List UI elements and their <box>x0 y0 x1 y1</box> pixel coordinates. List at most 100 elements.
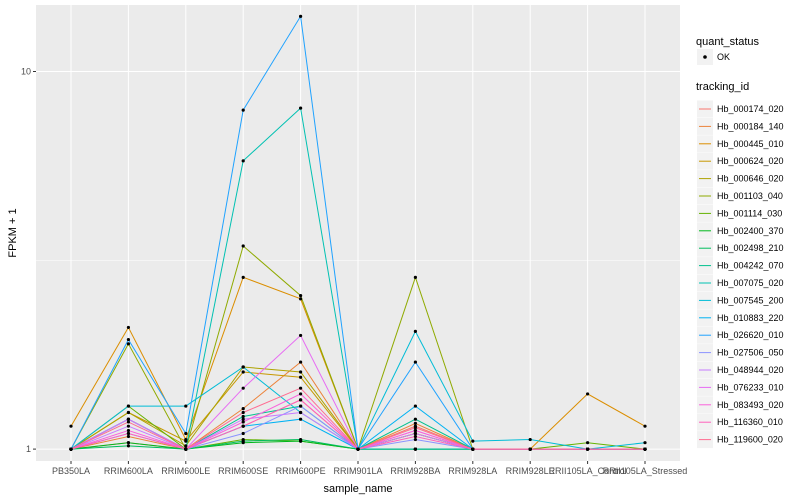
y-axis: 1 10 <box>21 66 36 454</box>
data-point-hb-001103-040 <box>299 293 303 298</box>
data-point-hb-076233-010 <box>299 333 303 338</box>
data-point-hb-116360-010 <box>299 398 303 402</box>
data-point-hb-002498-210 <box>241 439 245 443</box>
data-point-hb-027506-050 <box>299 404 303 408</box>
legend-label-hb-007545-200: Hb_007545_200 <box>717 295 784 305</box>
data-point-hb-000184-140 <box>126 434 130 439</box>
legend-label-hb-000184-140: Hb_000184_140 <box>717 121 784 131</box>
y-axis-title: FPKM + 1 <box>7 208 19 257</box>
data-point-hb-002498-210 <box>299 437 303 442</box>
data-point-hb-000646-020 <box>299 370 303 374</box>
x-axis-title: sample_name <box>323 483 392 495</box>
data-point-hb-026620-010 <box>299 14 303 18</box>
data-point-hb-007545-200 <box>184 404 188 408</box>
data-point-hb-026620-010 <box>184 431 188 436</box>
data-point-hb-001114-030 <box>586 441 590 445</box>
data-point-hb-119600-020 <box>356 447 360 451</box>
x-tick-label-rrim928ba: RRIM928BA <box>390 466 440 476</box>
legend-label-hb-004242-070: Hb_004242_070 <box>717 261 784 271</box>
data-point-hb-076233-010 <box>241 386 245 390</box>
data-point-hb-000445-010 <box>126 325 130 330</box>
data-point-hb-010883-220 <box>299 417 303 421</box>
data-point-hb-000184-140 <box>241 407 245 411</box>
data-point-hb-001103-040 <box>241 244 245 248</box>
legend-label-hb-001103-040: Hb_001103_040 <box>717 191 783 201</box>
x-tick-label-rrim901la: RRIM901LA <box>333 466 382 476</box>
data-point-hb-004242-070 <box>413 417 417 421</box>
data-point-hb-076233-010 <box>126 417 130 421</box>
x-tick-label-rrim600la: RRIM600LA <box>104 466 153 476</box>
legend-label-hb-000445-010: Hb_000445_010 <box>717 139 784 149</box>
data-point-hb-083493-020 <box>299 392 303 396</box>
data-point-hb-048944-020 <box>413 431 417 436</box>
data-point-hb-001103-040 <box>126 342 130 346</box>
data-point-hb-119600-020 <box>299 386 303 390</box>
data-point-hb-048944-020 <box>241 417 245 421</box>
data-point-hb-119600-020 <box>241 410 245 415</box>
data-point-hb-000624-020 <box>299 375 303 379</box>
data-point-hb-004242-070 <box>241 414 245 419</box>
data-point-hb-119600-020 <box>643 447 647 451</box>
data-point-hb-119600-020 <box>528 447 532 451</box>
legend-label-hb-007075-020: Hb_007075_020 <box>717 278 784 288</box>
data-point-hb-083493-020 <box>241 420 245 424</box>
data-point-hb-007075-020 <box>299 106 303 110</box>
legend-label-hb-000174-020: Hb_000174_020 <box>717 104 784 114</box>
data-point-hb-007075-020 <box>413 447 417 451</box>
x-tick-label-rrim600se: RRIM600SE <box>218 466 268 476</box>
data-point-hb-002498-210 <box>126 444 130 448</box>
legend-label-hb-116360-010: Hb_116360_010 <box>717 417 783 427</box>
legend-label-hb-000624-020: Hb_000624_020 <box>717 156 784 166</box>
data-point-hb-048944-020 <box>126 424 130 428</box>
data-point-hb-119600-020 <box>586 447 590 451</box>
legend-point-ok <box>703 55 707 59</box>
data-point-hb-000646-020 <box>126 410 130 415</box>
data-point-hb-116360-010 <box>126 431 130 436</box>
data-point-hb-119600-020 <box>413 426 417 430</box>
legend-label-hb-048944-020: Hb_048944_020 <box>717 365 784 375</box>
legend-label-hb-083493-020: Hb_083493_020 <box>717 400 784 410</box>
legend-label-hb-076233-010: Hb_076233_010 <box>717 382 784 392</box>
y-tick-label: 1 <box>26 444 31 454</box>
data-point-hb-002400-370 <box>126 441 130 445</box>
data-point-hb-000445-010 <box>241 275 245 279</box>
legend-label-hb-002400-370: Hb_002400_370 <box>717 226 784 236</box>
data-point-hb-119600-020 <box>184 447 188 451</box>
legend-label-hb-001114-030: Hb_001114_030 <box>717 208 782 218</box>
x-axis: PB350LA RRIM600LA RRIM600LE RRIM600SE RRIM60… <box>52 461 687 476</box>
data-point-hb-010883-220 <box>413 404 417 408</box>
data-point-hb-000624-020 <box>184 439 188 443</box>
data-point-hb-026620-010 <box>126 337 130 342</box>
data-point-hb-007545-200 <box>126 404 130 408</box>
legend-label-hb-027506-050: Hb_027506_050 <box>717 348 784 358</box>
data-point-hb-007075-020 <box>241 159 245 163</box>
x-tick-label-rrim600le: RRIM600LE <box>161 466 210 476</box>
data-point-hb-007545-200 <box>643 441 647 445</box>
data-point-hb-001103-040 <box>413 275 417 279</box>
data-point-hb-007545-200 <box>413 329 417 333</box>
data-point-hb-000184-140 <box>413 421 417 425</box>
x-tick-label-rrii105la-stressed: RRII105LA_Stressed <box>603 466 688 476</box>
legend-label-hb-026620-010: Hb_026620_010 <box>717 330 784 340</box>
data-point-hb-000445-010 <box>586 392 590 396</box>
legend-label-hb-000646-020: Hb_000646_020 <box>717 174 784 184</box>
data-point-hb-119600-020 <box>126 420 130 424</box>
data-point-hb-119600-020 <box>471 447 475 451</box>
data-point-hb-000646-020 <box>184 444 188 448</box>
x-tick-label-rrim928le: RRIM928LE <box>506 466 555 476</box>
data-point-hb-000445-010 <box>299 297 303 301</box>
x-tick-label-rrim600pe: RRIM600PE <box>276 466 326 476</box>
legend-label-hb-119600-020: Hb_119600_020 <box>717 435 783 445</box>
x-tick-label-rrii105la-control: RRII105LA_Control <box>549 466 627 476</box>
legend: quant_status tracking_id OK Hb_000174_020… <box>696 36 784 449</box>
data-point-hb-083493-020 <box>126 428 130 433</box>
series-points <box>69 14 647 451</box>
data-point-hb-116360-010 <box>241 424 245 428</box>
legend-title-quant-status: quant_status <box>696 36 759 48</box>
data-point-hb-027506-050 <box>413 437 417 442</box>
data-point-hb-000184-140 <box>299 360 303 364</box>
x-tick-label-rrim928la: RRIM928LA <box>448 466 497 476</box>
data-point-hb-007545-200 <box>528 437 532 442</box>
data-point-hb-048944-020 <box>299 410 303 415</box>
